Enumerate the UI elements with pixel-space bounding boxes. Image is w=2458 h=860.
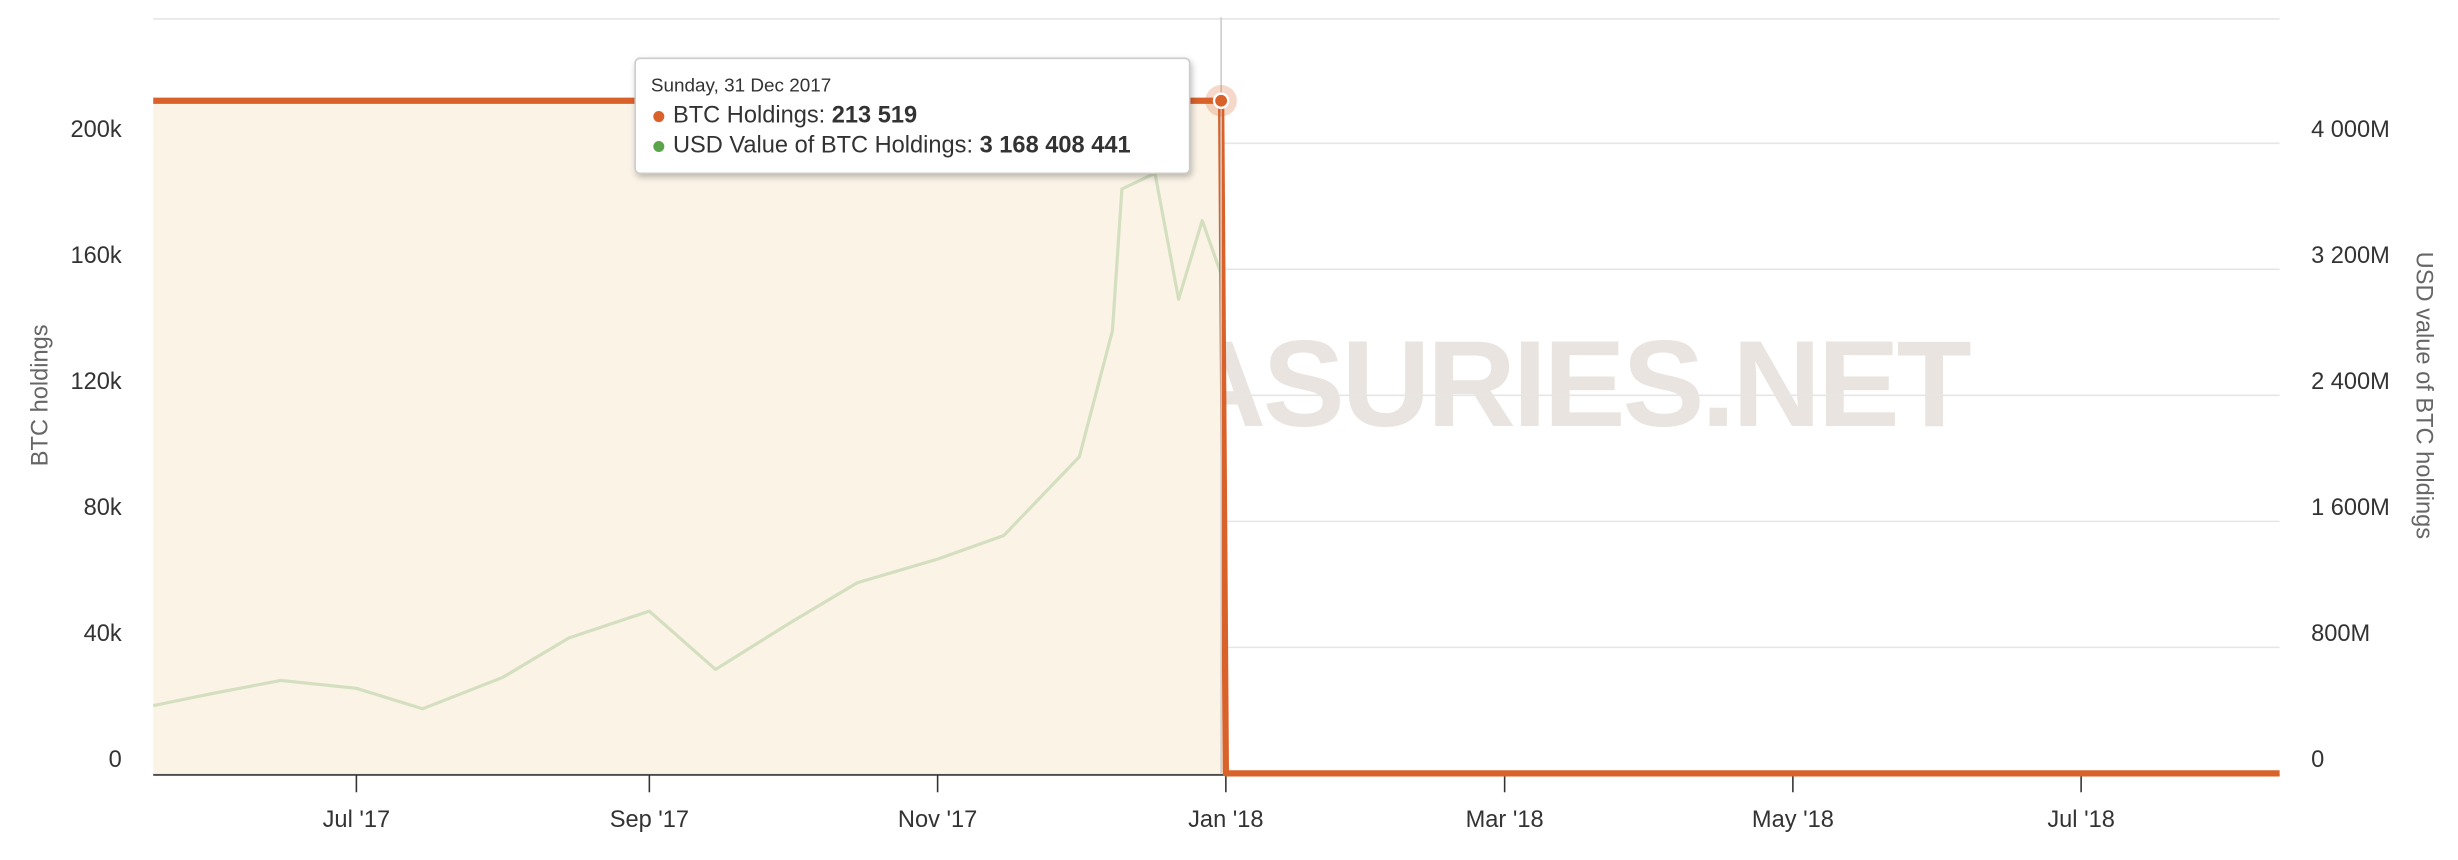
y-axis-title: BTC holdings (28, 324, 54, 466)
y-tick-label: 200k (71, 117, 122, 143)
tooltip-series-name: USD Value of BTC Holdings (673, 133, 967, 159)
x-tick-label: Jul '17 (323, 807, 391, 833)
x-tick-label: Mar '18 (1466, 807, 1544, 833)
hover-point (1212, 92, 1230, 110)
y-tick-label: 0 (109, 747, 122, 773)
tooltip-box (634, 57, 1191, 175)
tooltip-value: 213 519 (832, 103, 917, 129)
x-tick-label: Jul '18 (2047, 807, 2115, 833)
y2-tick-label: 0 (2311, 747, 2324, 773)
tooltip-row: USD Value of BTC Holdings: 3 168 408 441 (673, 133, 1131, 159)
tooltip-series-name: BTC Holdings (673, 103, 819, 129)
tooltip-value: 3 168 408 441 (980, 133, 1131, 159)
tooltip: Sunday, 31 Dec 2017 BTC Holdings: 213 519… (634, 57, 1191, 175)
tooltip-dot (653, 111, 665, 123)
x-tick-label: Nov '17 (898, 807, 977, 833)
y2-tick-label: 2 400M (2311, 369, 2390, 395)
y-tick-label: 160k (71, 243, 122, 269)
area (153, 100, 2280, 774)
tooltip-sep: : (819, 103, 832, 129)
y-tick-label: 40k (84, 621, 122, 647)
tooltip-dot (653, 140, 665, 152)
x-tick-label: Jan '18 (1188, 807, 1263, 833)
tooltip-sep: : (966, 133, 979, 159)
y2-axis-title: USD value of BTC holdings (2411, 252, 2437, 539)
y2-tick-label: 1 600M (2311, 495, 2390, 521)
y-tick-label: 80k (84, 495, 122, 521)
tooltip-date: Sunday, 31 Dec 2017 (651, 76, 831, 97)
y2-tick-label: 3 200M (2311, 243, 2390, 269)
y-tick-label: 120k (71, 369, 122, 395)
tooltip-row: BTC Holdings: 213 519 (673, 103, 917, 129)
x-tick-label: Sep '17 (610, 807, 689, 833)
usd-line (152, 171, 1223, 711)
x-tick-label: May '18 (1752, 807, 1834, 833)
y2-tick-label: 4 000M (2311, 117, 2390, 143)
y2-tick-label: 800M (2311, 621, 2370, 647)
